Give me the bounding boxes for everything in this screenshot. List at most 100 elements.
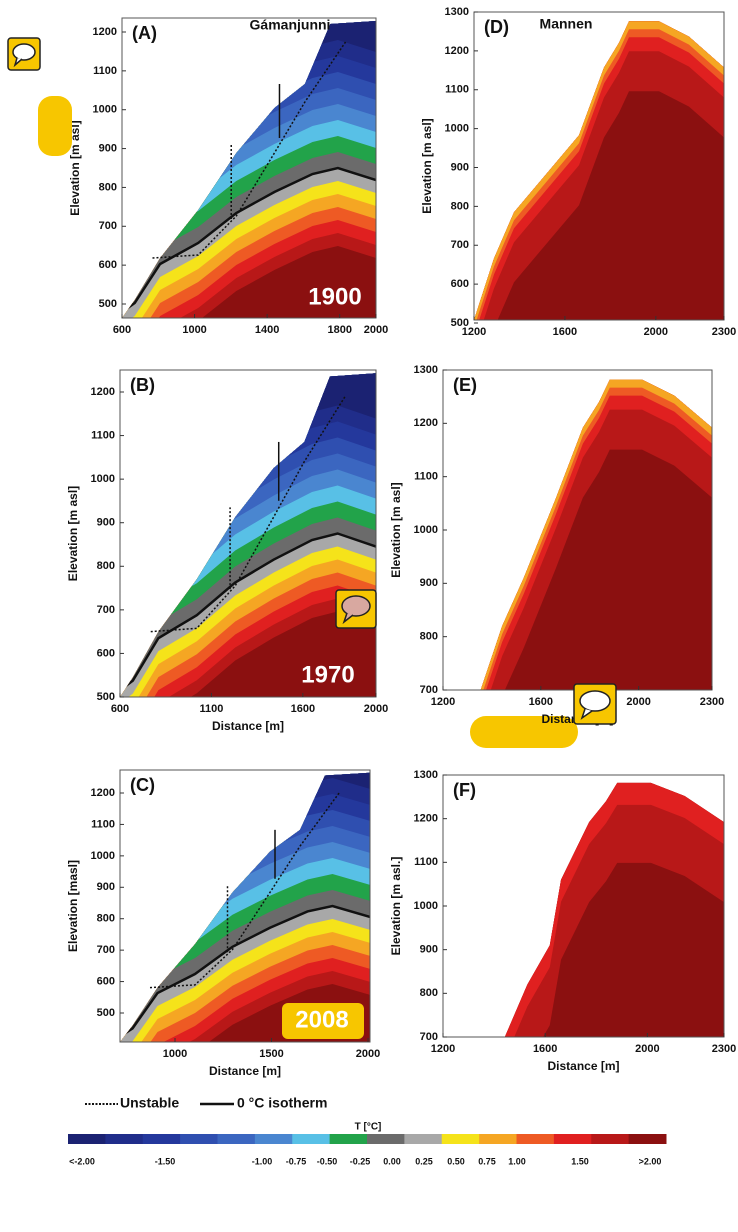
x-tick-label: 1600 [553,326,577,338]
highlight [38,96,72,156]
y-tick-label: 800 [420,987,438,999]
isotherm [122,166,376,314]
x-tick-label: 600 [113,324,131,336]
colorbar-swatch [404,1134,443,1144]
y-tick-label: 1200 [93,26,117,38]
y-tick-label: 700 [97,604,115,616]
year-label: 2008 [295,1006,348,1033]
y-tick-label: 1000 [93,104,117,116]
x-tick-label: 1600 [529,696,553,708]
y-tick-label: 700 [420,684,438,696]
legend-text: Unstable [120,1095,179,1111]
x-tick-label: 1000 [182,324,206,336]
x-tick-label: 1400 [255,324,279,336]
y-tick-label: 600 [451,278,469,290]
x-tick-label: 1600 [291,703,315,715]
y-tick-label: 1200 [91,787,115,799]
y-tick-label: 900 [97,881,115,893]
colorbar-swatch [367,1134,405,1144]
colorbar-label: -1.00 [252,1156,273,1166]
colorbar-swatch [441,1134,480,1144]
y-tick-label: 1200 [414,813,438,825]
y-tick-label: 600 [97,647,115,659]
y-tick-label: 900 [99,142,117,154]
y-tick-label: 700 [99,220,117,232]
x-tick-label: 1200 [431,1043,455,1055]
y-tick-label: 1200 [445,45,469,57]
y-tick-label: 900 [451,161,469,173]
comment-icon[interactable] [573,683,617,725]
y-axis-label: Elevation [masl] [66,860,80,952]
panel-label: (E) [453,375,477,395]
x-tick-label: 1100 [199,703,223,715]
plot-frame [119,369,377,698]
panel-label: (B) [130,375,155,395]
x-tick-label: 1000 [163,1048,187,1060]
colorbar-swatch [105,1134,144,1144]
isotherm [120,532,376,692]
y-tick-label: 900 [97,517,115,529]
y-tick-label: 1000 [91,850,115,862]
colorbar-label: -0.75 [286,1156,307,1166]
panel-label: (F) [453,780,476,800]
highlight [282,1003,364,1039]
y-tick-label: 700 [451,239,469,251]
x-tick-label: 2000 [364,703,388,715]
comment-icon[interactable] [7,37,41,71]
colorbar-label: 0.00 [383,1156,401,1166]
colorbar-swatch [479,1134,517,1144]
y-axis-label: Elevation [m asl] [420,118,434,213]
x-tick-label: 1200 [431,696,455,708]
colorbar-label: 0.75 [478,1156,496,1166]
isotherm [120,904,370,1038]
y-tick-label: 1000 [414,900,438,912]
x-tick-label: 2000 [626,696,650,708]
panel: 600 1100 1600 20005006007008009001000110012… [66,369,388,715]
colorbar-swatch [591,1134,630,1144]
site-name: Gámanjunni [250,17,331,33]
x-tick-label: 2000 [644,326,668,338]
y-tick-label: 800 [97,913,115,925]
y-axis-label: Elevation [m asl] [66,486,80,581]
y-tick-label: 1300 [414,769,438,781]
y-tick-label: 1300 [445,6,469,18]
colorbar-label: >2.00 [639,1156,662,1166]
plot-frame [119,769,371,1043]
y-tick-label: 1100 [414,856,438,868]
x-tick-label: 1500 [259,1048,283,1060]
y-tick-label: 600 [97,975,115,987]
y-tick-label: 800 [99,181,117,193]
comment-icon[interactable] [335,589,377,629]
x-tick-label: 2300 [700,696,724,708]
colorbar-swatch [292,1134,331,1144]
colorbar-label: 0.25 [415,1156,433,1166]
colorbar-swatch [180,1134,218,1144]
y-tick-label: 700 [420,1031,438,1043]
highlight [470,716,578,748]
y-axis-label: Elevation [m asl.] [389,857,403,956]
colorbar-swatch [628,1134,667,1144]
x-tick-label: 2300 [712,326,736,338]
x-axis-label: Distance [m] [209,1064,281,1078]
y-tick-label: 900 [420,944,438,956]
x-tick-label: 2000 [635,1043,659,1055]
x-tick-label: 1600 [533,1043,557,1055]
y-tick-label: 900 [420,577,438,589]
y-tick-label: 1100 [91,429,115,441]
y-tick-label: 1200 [91,386,115,398]
y-tick-label: 1300 [414,364,438,376]
y-axis-label: Elevation [m asl] [389,482,403,577]
plot-frame [473,11,725,321]
colorbar-swatch [217,1134,256,1144]
colorbar-label: <-2.00 [69,1156,95,1166]
colorbar-label: 1.00 [508,1156,526,1166]
x-tick-label: 1800 [327,324,351,336]
colorbar-swatch [553,1134,592,1144]
x-tick-label: 2300 [712,1043,736,1055]
colorbar-swatch [516,1134,555,1144]
y-tick-label: 1000 [91,473,115,485]
panel: 1000 1500 2000 500 600 700 800 900 1000 1100 1200 E… [66,769,380,1060]
panel: 1200 1600 2000 2300 500 600 700 800 900 1000 1100 1… [420,6,736,338]
colorbar-swatch [254,1134,293,1144]
